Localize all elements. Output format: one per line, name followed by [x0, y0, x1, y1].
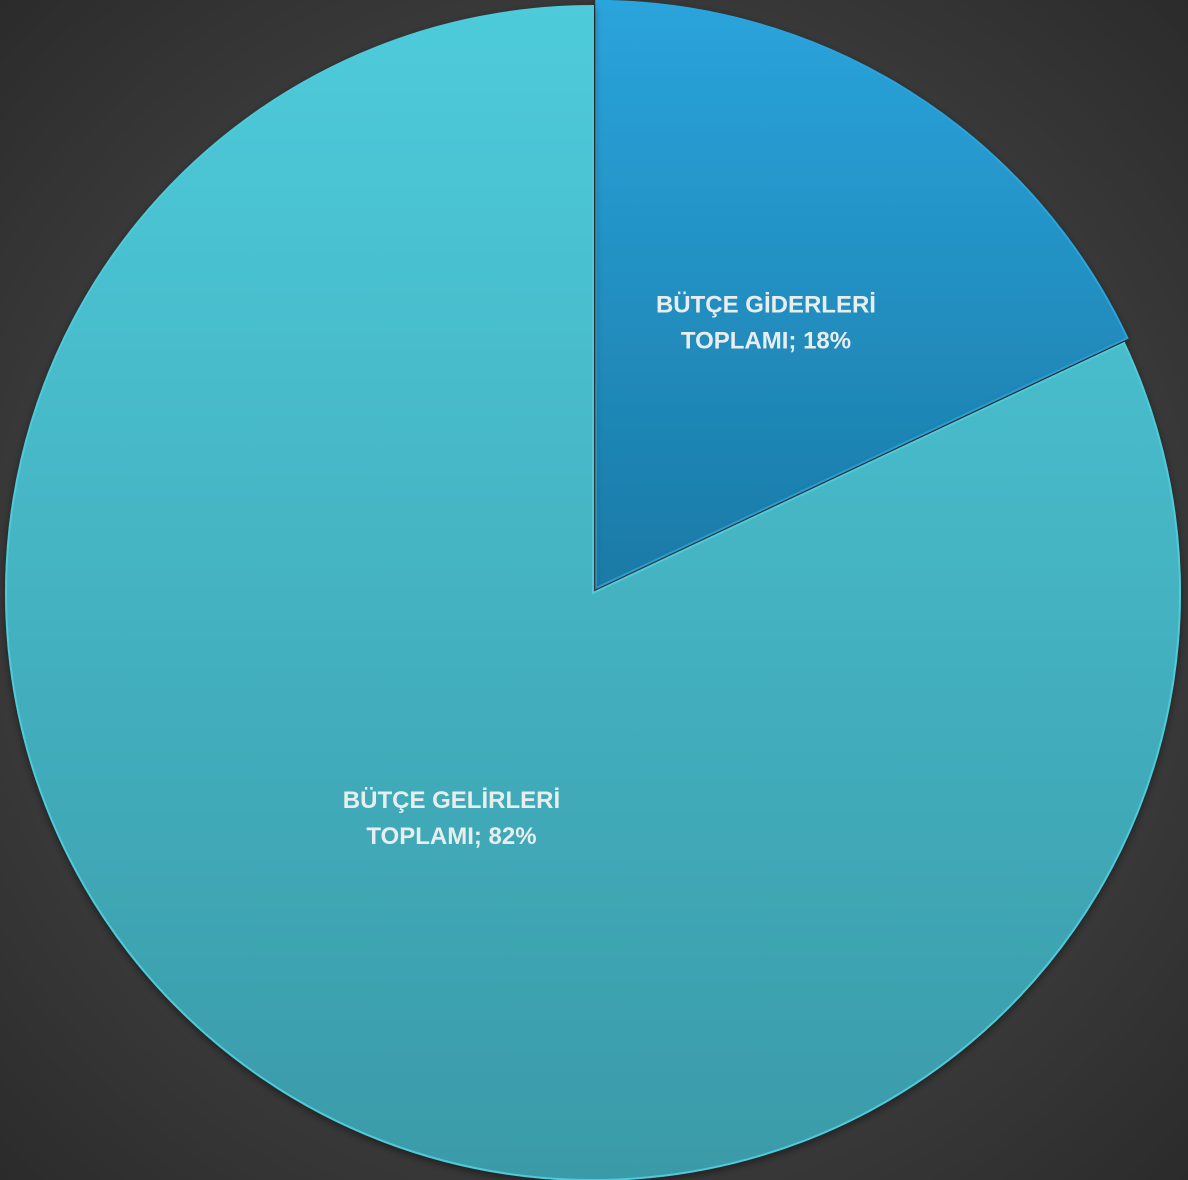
pie-labels: BÜTÇE GİDERLERİ TOPLAMI; 18% BÜTÇE GELİRLE… [343, 291, 876, 850]
pie-slice-label-line2: TOPLAMI; 18% [681, 327, 851, 354]
pie-slice-gelirler [5, 4, 1181, 1180]
pie-slice-label-line1: BÜTÇE GELİRLERİ [343, 787, 560, 814]
pie-slice-label-gelirler: BÜTÇE GELİRLERİ TOPLAMI; 82% [343, 787, 560, 850]
pie-slice-label-line2: TOPLAMI; 82% [366, 823, 536, 850]
pie-slices [5, 0, 1181, 1180]
pie-slice-label-giderler: BÜTÇE GİDERLERİ TOPLAMI; 18% [656, 291, 876, 354]
pie-slice-label-line1: BÜTÇE GİDERLERİ [656, 291, 876, 318]
pie-slice-giderler [595, 0, 1129, 590]
